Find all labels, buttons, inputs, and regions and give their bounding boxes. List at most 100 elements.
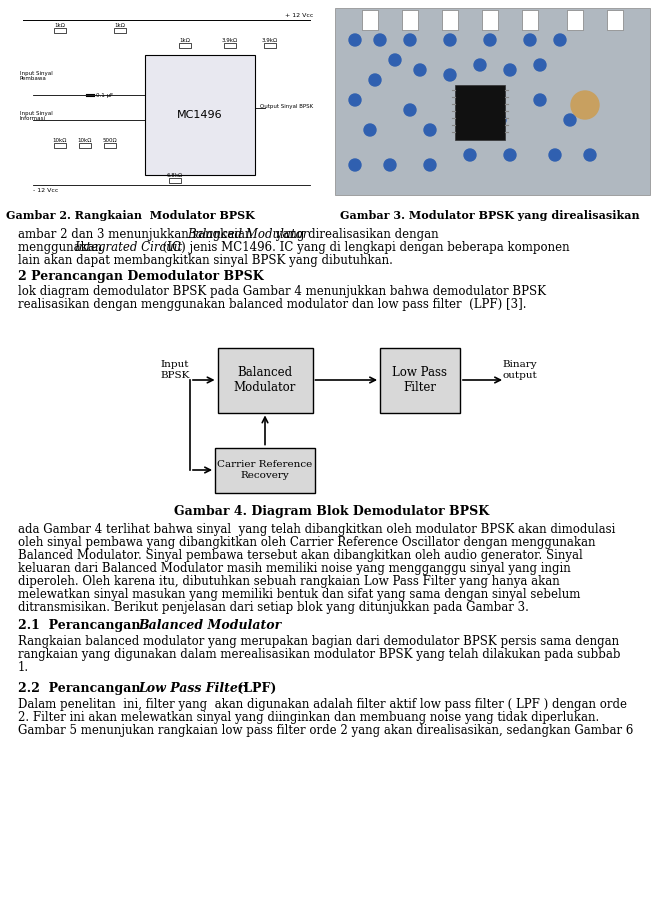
Text: Informasi: Informasi: [20, 116, 46, 121]
Circle shape: [534, 94, 546, 106]
Text: 2.1  Perancangan: 2.1 Perancangan: [18, 619, 145, 632]
Bar: [362, 10, 378, 30]
Text: 3.9kΩ: 3.9kΩ: [222, 38, 238, 43]
Text: 1kΩ: 1kΩ: [114, 23, 126, 28]
Circle shape: [414, 64, 426, 76]
Text: Low Pass Filter: Low Pass Filter: [138, 682, 245, 695]
Text: Balanced Modulator: Balanced Modulator: [138, 619, 281, 632]
Text: 2. Filter ini akan melewatkan sinyal yang diinginkan dan membuang noise yang tid: 2. Filter ini akan melewatkan sinyal yan…: [18, 711, 599, 724]
Text: melewatkan sinyal masukan yang memiliki bentuk dan sifat yang sama dengan sinyal: melewatkan sinyal masukan yang memiliki …: [18, 588, 581, 601]
Text: Output Sinyal BPSK: Output Sinyal BPSK: [260, 104, 313, 109]
Circle shape: [524, 34, 536, 46]
Text: 2 Perancangan Demodulator BPSK: 2 Perancangan Demodulator BPSK: [18, 270, 263, 283]
Text: 1kΩ: 1kΩ: [55, 23, 65, 28]
Text: Gambar 2. Rangkaian  Modulator BPSK: Gambar 2. Rangkaian Modulator BPSK: [5, 210, 255, 221]
Text: (IC) jenis MC1496. IC yang di lengkapi dengan beberapa komponen: (IC) jenis MC1496. IC yang di lengkapi d…: [159, 241, 570, 254]
Circle shape: [504, 64, 516, 76]
Circle shape: [584, 149, 596, 161]
Text: 10kΩ: 10kΩ: [78, 138, 92, 143]
Text: ambar 2 dan 3 menunjukkan rangkaian: ambar 2 dan 3 menunjukkan rangkaian: [18, 228, 256, 241]
Circle shape: [484, 34, 496, 46]
Circle shape: [444, 69, 456, 81]
Circle shape: [474, 59, 486, 71]
Bar: [18, 8, 320, 195]
Text: lain akan dapat membangkitkan sinyal BPSK yang dibutuhkan.: lain akan dapat membangkitkan sinyal BPS…: [18, 254, 393, 267]
Bar: [442, 10, 458, 30]
Bar: [145, 55, 255, 175]
Circle shape: [349, 34, 361, 46]
Text: rangkaian yang digunakan dalam merealisasikan modulator BPSK yang telah dilakuka: rangkaian yang digunakan dalam merealisa…: [18, 648, 620, 661]
Text: 2.2  Perancangan: 2.2 Perancangan: [18, 682, 145, 695]
Text: Input Sinyal: Input Sinyal: [20, 111, 53, 116]
Text: Balanced Modulator. Sinyal pembawa tersebut akan dibangkitkan oleh audio generat: Balanced Modulator. Sinyal pembawa terse…: [18, 549, 583, 562]
Text: oleh sinyal pembawa yang dibangkitkan oleh Carrier Reference Oscillator dengan m: oleh sinyal pembawa yang dibangkitkan ol…: [18, 536, 595, 549]
Circle shape: [534, 59, 546, 71]
Bar: [335, 8, 650, 195]
Text: keluaran dari Balanced Modulator masih memiliki noise yang mengganggu sinyal yan: keluaran dari Balanced Modulator masih m…: [18, 562, 571, 575]
Circle shape: [504, 149, 516, 161]
Text: Input Sinyal: Input Sinyal: [20, 71, 53, 76]
Circle shape: [494, 114, 506, 126]
Text: Gambar 3. Modulator BPSK yang direalisasikan: Gambar 3. Modulator BPSK yang direalisas…: [340, 210, 640, 221]
Bar: [79, 143, 91, 147]
Bar: [54, 143, 66, 147]
Text: 10kΩ: 10kΩ: [53, 138, 67, 143]
Circle shape: [549, 149, 561, 161]
Text: ada Gambar 4 terlihat bahwa sinyal  yang telah dibangkitkan oleh modulator BPSK : ada Gambar 4 terlihat bahwa sinyal yang …: [18, 523, 615, 536]
Text: Carrier Reference
Recovery: Carrier Reference Recovery: [217, 461, 313, 480]
Bar: [54, 28, 66, 32]
Text: - 12 Vcc: - 12 Vcc: [33, 188, 59, 193]
Circle shape: [364, 124, 376, 136]
Bar: [607, 10, 623, 30]
Text: yang direalisasikan dengan: yang direalisasikan dengan: [272, 228, 438, 241]
Circle shape: [349, 94, 361, 106]
Bar: [380, 348, 460, 412]
Circle shape: [564, 114, 576, 126]
Bar: [224, 42, 236, 48]
Bar: [215, 447, 315, 492]
Circle shape: [369, 74, 381, 86]
Text: Rangkaian balanced modulator yang merupakan bagian dari demodulator BPSK persis : Rangkaian balanced modulator yang merupa…: [18, 635, 619, 648]
Circle shape: [464, 94, 476, 106]
Text: Gambar 5 menunjukan rangkaian low pass filter orde 2 yang akan direalisasikan, s: Gambar 5 menunjukan rangkaian low pass f…: [18, 724, 633, 737]
Circle shape: [571, 91, 599, 119]
Circle shape: [389, 54, 401, 66]
Text: 0.1 μF: 0.1 μF: [96, 92, 113, 98]
Text: Balanced Modulator: Balanced Modulator: [188, 228, 309, 241]
Circle shape: [374, 34, 386, 46]
Text: (LPF): (LPF): [233, 682, 277, 695]
Circle shape: [404, 34, 416, 46]
Text: diperoleh. Oleh karena itu, dibutuhkan sebuah rangkaian Low Pass Filter yang han: diperoleh. Oleh karena itu, dibutuhkan s…: [18, 575, 560, 588]
Text: Input
BPSK: Input BPSK: [160, 360, 190, 380]
Bar: [264, 42, 276, 48]
Text: Gambar 4. Diagram Blok Demodulator BPSK: Gambar 4. Diagram Blok Demodulator BPSK: [174, 505, 489, 518]
Text: Balanced
Modulator: Balanced Modulator: [234, 366, 296, 394]
Text: Pembawa: Pembawa: [20, 76, 47, 81]
Bar: [455, 85, 505, 140]
Text: Low Pass
Filter: Low Pass Filter: [392, 366, 448, 394]
Text: Integrated Circuit: Integrated Circuit: [74, 241, 183, 254]
Circle shape: [554, 34, 566, 46]
Text: 1.: 1.: [18, 661, 29, 674]
Text: 500Ω: 500Ω: [102, 138, 117, 143]
Text: menggunakan: menggunakan: [18, 241, 106, 254]
Text: ditransmisikan. Berikut penjelasan dari setiap blok yang ditunjukkan pada Gambar: ditransmisikan. Berikut penjelasan dari …: [18, 601, 529, 614]
Circle shape: [424, 124, 436, 136]
Text: 1kΩ: 1kΩ: [180, 38, 190, 43]
Text: realisasikan dengan menggunakan balanced modulator dan low pass filter  (LPF) [3: realisasikan dengan menggunakan balanced…: [18, 298, 527, 311]
Bar: [567, 10, 583, 30]
Text: 3.9kΩ: 3.9kΩ: [262, 38, 278, 43]
Bar: [402, 10, 418, 30]
Text: + 12 Vcc: + 12 Vcc: [285, 13, 313, 18]
Text: MC1496: MC1496: [177, 110, 223, 120]
Bar: [179, 42, 191, 48]
Circle shape: [444, 34, 456, 46]
Text: 6.8kΩ: 6.8kΩ: [167, 173, 183, 178]
Circle shape: [424, 159, 436, 171]
Bar: [114, 28, 126, 32]
Bar: [522, 10, 538, 30]
Bar: [217, 348, 313, 412]
Bar: [104, 143, 116, 147]
Bar: [169, 178, 181, 182]
Text: Binary
output: Binary output: [503, 360, 537, 380]
